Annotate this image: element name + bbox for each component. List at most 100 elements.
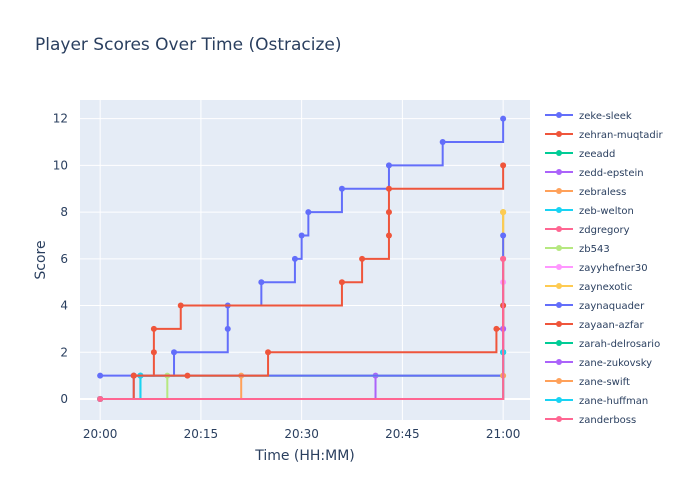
legend-swatch-marker bbox=[556, 245, 562, 251]
data-point bbox=[177, 302, 184, 309]
data-point bbox=[97, 372, 104, 379]
data-point bbox=[305, 209, 312, 216]
legend-label: zarah-delrosario bbox=[579, 339, 660, 350]
legend-swatch-marker bbox=[556, 378, 562, 384]
data-point bbox=[258, 279, 265, 286]
legend-item[interactable]: zaynexotic bbox=[545, 282, 633, 293]
legend-swatch-marker bbox=[556, 207, 562, 213]
legend-item[interactable]: zedd-epstein bbox=[545, 168, 644, 179]
legend[interactable]: zeke-sleek zehran-muqtadir zeeadd zedd-epst… bbox=[545, 111, 664, 426]
data-point bbox=[493, 325, 500, 332]
legend-label: zdgregory bbox=[579, 225, 630, 236]
data-point bbox=[224, 325, 231, 332]
legend-item[interactable]: zebraless bbox=[545, 187, 626, 198]
y-tick-label: 10 bbox=[53, 158, 68, 172]
legend-item[interactable]: zaynaquader bbox=[545, 301, 645, 312]
legend-swatch-marker bbox=[556, 169, 562, 175]
y-tick-label: 6 bbox=[60, 252, 68, 266]
series-line bbox=[133, 165, 505, 377]
legend-swatch-marker bbox=[556, 397, 562, 403]
legend-label: zaynexotic bbox=[579, 282, 633, 293]
legend-swatch-marker bbox=[556, 359, 562, 365]
legend-swatch-marker bbox=[556, 340, 562, 346]
data-point bbox=[171, 349, 178, 356]
legend-item[interactable]: zeb-welton bbox=[545, 206, 634, 217]
legend-label: zeke-sleek bbox=[579, 111, 632, 122]
data-point bbox=[500, 209, 507, 216]
y-tick-label: 4 bbox=[60, 299, 68, 313]
legend-label: zane-huffman bbox=[579, 396, 648, 407]
legend-swatch-marker bbox=[556, 283, 562, 289]
legend-label: zayyhefner30 bbox=[579, 263, 648, 274]
legend-label: zaynaquader bbox=[579, 301, 645, 312]
legend-item[interactable]: zane-swift bbox=[545, 377, 630, 388]
y-tick-label: 0 bbox=[60, 392, 68, 406]
series-line bbox=[100, 305, 505, 400]
series-line bbox=[100, 258, 505, 400]
legend-swatch-marker bbox=[556, 131, 562, 137]
axis-ticks: 0 2 4 6 8 10 12 20:00 20:15 20:30 20:45 21:00 bbox=[53, 112, 521, 441]
legend-item[interactable]: zane-zukovsky bbox=[545, 358, 652, 369]
legend-swatch-marker bbox=[556, 112, 562, 118]
legend-item[interactable]: zarah-delrosario bbox=[545, 339, 660, 350]
chart-title: Player Scores Over Time (Ostracize) bbox=[35, 35, 342, 55]
data-point bbox=[385, 209, 392, 216]
data-point bbox=[265, 349, 272, 356]
legend-label: zeeadd bbox=[579, 149, 615, 160]
legend-item[interactable]: zane-huffman bbox=[545, 396, 648, 407]
data-point bbox=[97, 395, 104, 402]
data-point bbox=[130, 372, 137, 379]
legend-item[interactable]: zanderboss bbox=[545, 415, 636, 426]
data-point bbox=[338, 279, 345, 286]
data-point bbox=[500, 255, 507, 262]
legend-swatch-marker bbox=[556, 150, 562, 156]
data-point bbox=[291, 255, 298, 262]
y-tick-label: 8 bbox=[60, 205, 68, 219]
plot-area bbox=[80, 100, 530, 420]
legend-item[interactable]: zb543 bbox=[545, 244, 610, 255]
legend-item[interactable]: zehran-muqtadir bbox=[545, 130, 664, 141]
legend-swatch-marker bbox=[556, 226, 562, 232]
series-zanderboss bbox=[97, 255, 507, 402]
series-layer bbox=[97, 115, 507, 402]
data-point bbox=[385, 162, 392, 169]
data-point bbox=[338, 185, 345, 192]
data-point bbox=[298, 232, 305, 239]
data-point bbox=[184, 372, 191, 379]
legend-label: zb543 bbox=[579, 244, 610, 255]
data-point bbox=[500, 232, 507, 239]
legend-item[interactable]: zayaan-azfar bbox=[545, 320, 645, 331]
legend-swatch-marker bbox=[556, 416, 562, 422]
data-point bbox=[500, 162, 507, 169]
legend-swatch-marker bbox=[556, 302, 562, 308]
legend-label: zedd-epstein bbox=[579, 168, 644, 179]
x-axis-label: Time (HH:MM) bbox=[254, 448, 355, 464]
y-tick-label: 2 bbox=[60, 345, 68, 359]
legend-item[interactable]: zeeadd bbox=[545, 149, 615, 160]
data-point bbox=[385, 232, 392, 239]
data-point bbox=[500, 115, 507, 122]
x-tick-label: 21:00 bbox=[486, 427, 521, 441]
legend-label: zane-zukovsky bbox=[579, 358, 652, 369]
y-tick-label: 12 bbox=[53, 112, 68, 126]
data-point bbox=[150, 349, 157, 356]
x-tick-label: 20:30 bbox=[284, 427, 319, 441]
series-line bbox=[100, 118, 505, 377]
legend-label: zayaan-azfar bbox=[579, 320, 645, 331]
legend-swatch-marker bbox=[556, 321, 562, 327]
legend-label: zane-swift bbox=[579, 377, 630, 388]
legend-item[interactable]: zeke-sleek bbox=[545, 111, 632, 122]
legend-swatch-marker bbox=[556, 264, 562, 270]
data-point bbox=[439, 139, 446, 146]
x-tick-label: 20:45 bbox=[385, 427, 420, 441]
legend-item[interactable]: zayyhefner30 bbox=[545, 263, 648, 274]
series-zayaan-azfar bbox=[97, 302, 507, 402]
x-tick-label: 20:15 bbox=[184, 427, 219, 441]
legend-item[interactable]: zdgregory bbox=[545, 225, 630, 236]
legend-label: zebraless bbox=[579, 187, 626, 198]
data-point bbox=[150, 325, 157, 332]
data-point bbox=[359, 255, 366, 262]
data-point bbox=[385, 185, 392, 192]
legend-label: zehran-muqtadir bbox=[579, 130, 664, 141]
